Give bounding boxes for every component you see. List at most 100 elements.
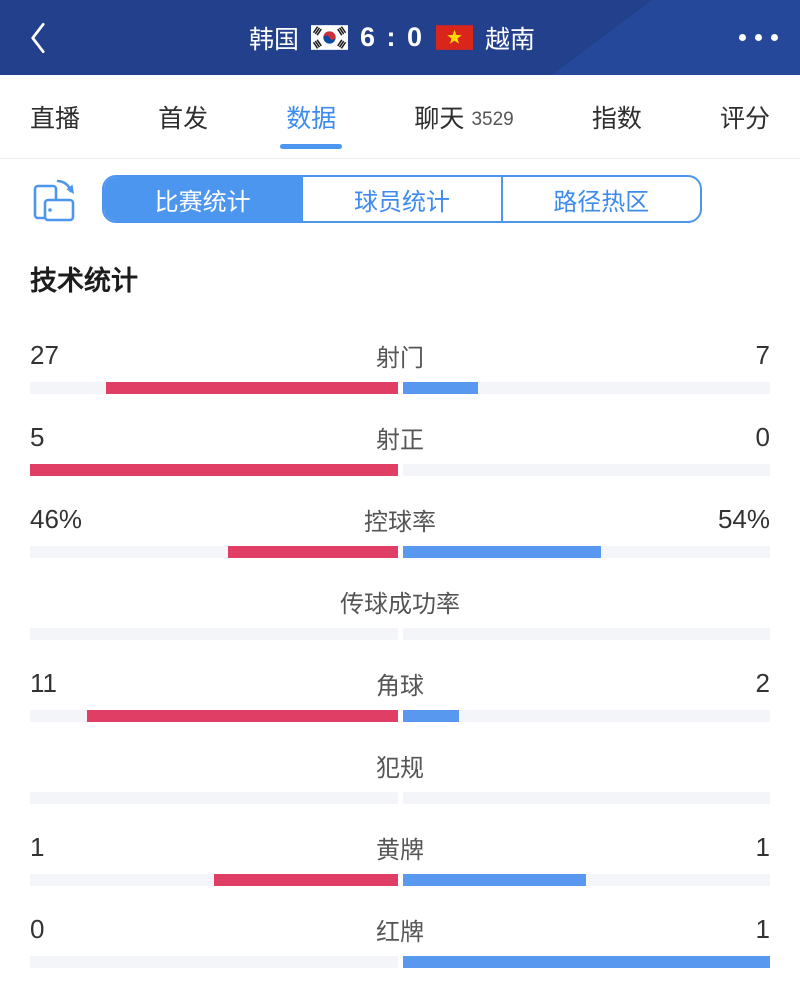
tab-label: 数据 [286, 104, 337, 133]
stat-bar [30, 956, 770, 968]
home-bar-track [30, 628, 398, 640]
stat-label: 控球率 [364, 509, 436, 536]
stat-bar [30, 710, 770, 722]
active-tab-underline [280, 144, 343, 149]
segment-比赛统计[interactable]: 比赛统计 [104, 177, 302, 221]
stat-away-value: 0 [755, 422, 770, 452]
tab-label: 评分 [719, 104, 770, 133]
more-dots-icon [739, 34, 746, 41]
away-bar-fill [402, 546, 601, 558]
match-score-bar: 韩国 6 : 0 [249, 20, 535, 56]
home-bar-track [30, 464, 398, 476]
stat-bar [30, 382, 770, 394]
stat-label: 黄牌 [376, 837, 424, 864]
stat-away-value: 1 [755, 914, 770, 944]
stat-text-line: 46% 控球率 54% [30, 498, 770, 536]
segment-球员统计[interactable]: 球员统计 [301, 177, 500, 221]
home-bar-fill [105, 382, 398, 394]
back-chevron-icon [31, 22, 45, 53]
tab-首发[interactable]: 首发 [158, 75, 208, 158]
away-bar-fill [402, 710, 460, 722]
home-team-name: 韩国 [248, 25, 299, 54]
stats-segmented-control: 比赛统计 球员统计 路径热区 [102, 175, 702, 223]
tab-数据[interactable]: 数据 [280, 75, 343, 158]
section-title: 技术统计 [30, 266, 138, 296]
away-bar-fill [402, 382, 479, 394]
stat-away-value: 7 [755, 340, 770, 370]
stat-home-value: 27 [30, 340, 59, 370]
subtab-row: 比赛统计 球员统计 路径热区 [0, 159, 800, 239]
home-bar-fill [228, 546, 398, 558]
stat-label: 犯规 [376, 755, 424, 782]
home-bar-track [30, 874, 398, 886]
away-bar-track [402, 874, 770, 886]
stat-label: 角球 [376, 673, 424, 700]
stat-row: 0 红牌 1 [30, 908, 770, 985]
rotate-screen-button[interactable] [30, 175, 78, 223]
tab-评分[interactable]: 评分 [720, 75, 770, 158]
tab-label: 首发 [158, 104, 209, 133]
stat-row: 传球成功率 [30, 580, 770, 662]
home-bar-track [30, 792, 398, 804]
away-team-name: 越南 [485, 25, 536, 54]
stat-bar [30, 464, 770, 476]
stat-bar [30, 792, 770, 804]
home-bar-track [30, 956, 398, 968]
stat-away-value: 54% [717, 504, 770, 534]
stat-row: 5 射正 0 [30, 416, 770, 498]
back-button[interactable] [22, 16, 66, 60]
stat-label: 传球成功率 [340, 591, 460, 618]
stat-label: 射门 [376, 345, 424, 372]
away-bar-fill [402, 956, 770, 968]
stat-away-value: 1 [755, 832, 770, 862]
stat-text-line: 1 黄牌 1 [30, 826, 770, 864]
tab-label: 直播 [30, 104, 81, 133]
stat-away-value: 2 [755, 668, 770, 698]
away-bar-track [402, 628, 770, 640]
rotate-screen-icon [33, 179, 75, 222]
tab-指数[interactable]: 指数 [592, 75, 642, 158]
stat-home-value: 46% [30, 504, 83, 534]
away-bar-track [402, 792, 770, 804]
stat-bar [30, 874, 770, 886]
stat-text-line: 11 角球 2 [30, 662, 770, 700]
stat-row: 1 黄牌 1 [30, 826, 770, 908]
stat-home-value: 0 [30, 914, 45, 944]
stat-row: 犯规 [30, 744, 770, 826]
home-bar-track [30, 710, 398, 722]
match-header: 韩国 6 : 0 [0, 0, 800, 75]
away-bar-fill [402, 874, 587, 886]
segment-路径热区[interactable]: 路径热区 [500, 177, 700, 221]
stat-text-line: 27 射门 7 [30, 334, 770, 372]
away-bar-track [402, 464, 770, 476]
match-score: 6 : 0 [359, 22, 425, 52]
stats-list: 27 射门 7 5 射正 0 46% 控球率 54% 传球成功率 11 角球 2 犯规 1 黄牌 1 0 红牌 1 [30, 334, 770, 985]
tab-bar: 直播 首发 数据 聊天 3529 指数 评分 [0, 75, 800, 159]
tab-label: 指数 [591, 104, 642, 133]
vietnam-flag-icon [436, 25, 474, 50]
away-bar-track [402, 382, 770, 394]
away-bar-track [402, 546, 770, 558]
home-bar-fill [30, 464, 398, 476]
stat-bar [30, 628, 770, 640]
chat-count-badge: 3529 [471, 108, 514, 130]
korea-flag-icon [310, 25, 348, 50]
home-bar-fill [86, 710, 398, 722]
stat-home-value: 5 [30, 422, 45, 452]
stat-text-line: 传球成功率 [30, 580, 770, 618]
tab-直播[interactable]: 直播 [30, 75, 80, 158]
tab-label: 聊天 [414, 104, 465, 133]
stat-label: 射正 [376, 427, 424, 454]
stat-text-line: 0 红牌 1 [30, 908, 770, 946]
away-bar-track [402, 710, 770, 722]
stat-home-value: 1 [30, 832, 45, 862]
stat-text-line: 犯规 [30, 744, 770, 782]
stat-row: 27 射门 7 [30, 334, 770, 416]
stat-bar [30, 546, 770, 558]
tab-聊天[interactable]: 聊天 3529 [414, 75, 513, 158]
home-bar-track [30, 382, 398, 394]
stat-row: 46% 控球率 54% [30, 498, 770, 580]
more-options-button[interactable] [718, 16, 778, 60]
stat-label: 红牌 [376, 919, 424, 946]
home-bar-track [30, 546, 398, 558]
